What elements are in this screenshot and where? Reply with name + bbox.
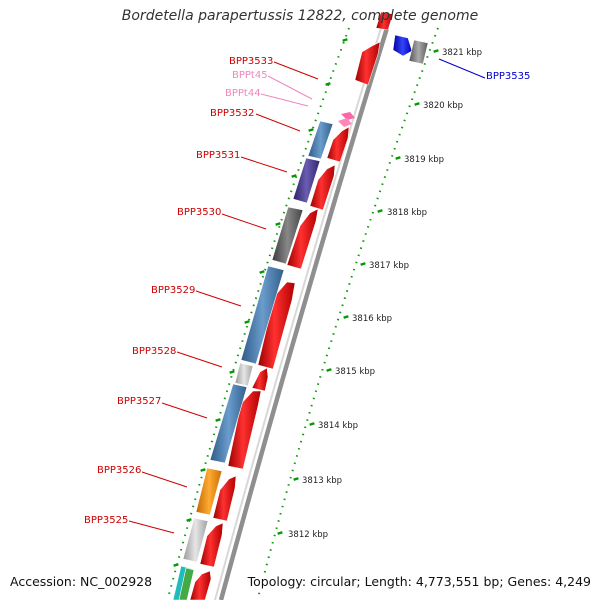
block-dark-3530 bbox=[271, 206, 304, 265]
leader-bpp3525 bbox=[128, 520, 175, 534]
gene-bpp3526[interactable] bbox=[212, 475, 237, 522]
ruler-tick bbox=[343, 315, 349, 319]
leader-bpp3530 bbox=[221, 213, 267, 230]
label-bpp3535[interactable]: BPP3535 bbox=[486, 71, 530, 82]
gene-top-fragment[interactable] bbox=[375, 11, 394, 31]
leader-bpp3532 bbox=[255, 113, 301, 132]
leader-bpp3531 bbox=[240, 156, 288, 173]
kbp-label: 3821 kbp bbox=[442, 48, 482, 58]
inner-track-tick bbox=[229, 370, 235, 374]
label-bpp3527[interactable]: BPP3527 bbox=[117, 396, 161, 407]
ruler-tick bbox=[360, 262, 366, 266]
genome-backbone bbox=[218, 27, 390, 600]
kbp-label: 3817 kbp bbox=[369, 261, 409, 271]
inner-track-tick bbox=[244, 320, 250, 324]
inner-track-tick bbox=[325, 82, 331, 86]
inner-track-tick bbox=[308, 128, 314, 132]
trna-marks bbox=[338, 112, 355, 127]
gene-bpp3528[interactable] bbox=[251, 367, 269, 392]
ruler-ticks bbox=[173, 38, 439, 567]
gene-labels: BPP3533 BPPt45 BPPt44 BPP3532 BPP3531 BP… bbox=[84, 56, 530, 526]
accession-label: Accession: NC_002928 bbox=[9, 574, 154, 589]
inner-track-tick bbox=[186, 518, 192, 522]
kbp-label: 3812 kbp bbox=[288, 530, 328, 540]
label-bpp3530[interactable]: BPP3530 bbox=[177, 207, 221, 218]
forward-genes bbox=[189, 11, 394, 600]
inner-track-tick bbox=[275, 222, 281, 226]
block-steel-3527 bbox=[209, 383, 248, 464]
ruler-tick bbox=[414, 102, 420, 106]
leader-bpp3533 bbox=[273, 61, 319, 80]
label-bpp3525[interactable]: BPP3525 bbox=[84, 515, 128, 526]
block-steel-3532 bbox=[307, 120, 334, 160]
ruler-tick bbox=[277, 531, 283, 535]
leader-lines bbox=[128, 58, 486, 534]
kbp-label: 3815 kbp bbox=[335, 367, 375, 377]
leader-bppt45 bbox=[267, 75, 313, 100]
label-bppt44[interactable]: BPPt44 bbox=[225, 88, 261, 99]
kbp-label: 3820 kbp bbox=[423, 101, 463, 111]
topology-summary: Topology: circular; Length: 4,773,551 bp… bbox=[246, 574, 592, 589]
reverse-genes bbox=[392, 34, 429, 65]
label-bpp3532[interactable]: BPP3532 bbox=[210, 108, 254, 119]
inner-track-tick bbox=[215, 418, 221, 422]
gene-bottom-fragment[interactable] bbox=[189, 570, 212, 600]
genome-backbone-inner bbox=[214, 27, 382, 600]
inner-track-tick bbox=[200, 468, 206, 472]
trna-bppt44[interactable] bbox=[338, 118, 352, 127]
label-bpp3533[interactable]: BPP3533 bbox=[229, 56, 273, 67]
block-green bbox=[178, 567, 195, 600]
inner-track-tick bbox=[291, 174, 297, 178]
kbp-label: 3819 kbp bbox=[404, 155, 444, 165]
ruler-tick bbox=[326, 368, 332, 372]
ruler-tick bbox=[377, 209, 383, 213]
ruler-tick bbox=[433, 49, 439, 53]
category-track bbox=[172, 120, 334, 600]
leader-bpp3526 bbox=[141, 471, 188, 488]
kbp-label: 3814 kbp bbox=[318, 421, 358, 431]
kbp-label: 3813 kbp bbox=[302, 476, 342, 486]
label-bpp3529[interactable]: BPP3529 bbox=[151, 285, 195, 296]
label-bpp3531[interactable]: BPP3531 bbox=[196, 150, 240, 161]
block-gray-3535 bbox=[408, 39, 429, 65]
inner-track-tick bbox=[173, 563, 179, 567]
map-title: Bordetella parapertussis 12822, complete… bbox=[121, 8, 479, 24]
gene-bpp3525[interactable] bbox=[199, 522, 224, 568]
kbp-label: 3816 kbp bbox=[352, 314, 392, 324]
leader-bpp3528 bbox=[176, 351, 223, 368]
gene-bpp3535[interactable] bbox=[392, 34, 413, 57]
gene-bpp3531[interactable] bbox=[309, 164, 336, 211]
label-bppt45[interactable]: BPPt45 bbox=[232, 70, 268, 81]
ruler-labels: 3812 kbp 3813 kbp 3814 kbp 3815 kbp 3816… bbox=[288, 48, 482, 540]
gene-bpp3532[interactable] bbox=[326, 126, 350, 163]
trna-bppt45[interactable] bbox=[341, 112, 355, 120]
gene-bpp3530[interactable] bbox=[286, 208, 319, 270]
block-steel-3529 bbox=[240, 265, 285, 365]
kbp-label: 3818 kbp bbox=[387, 208, 427, 218]
leader-bpp3529 bbox=[195, 290, 242, 307]
ruler-tick bbox=[293, 477, 299, 481]
inner-track-tick bbox=[342, 38, 348, 42]
block-purple-3531 bbox=[292, 157, 321, 204]
ruler-tick bbox=[309, 422, 315, 426]
gene-bpp3533[interactable] bbox=[354, 41, 381, 86]
inner-track-tick bbox=[259, 270, 265, 274]
leader-bppt44 bbox=[260, 93, 309, 107]
label-bpp3528[interactable]: BPP3528 bbox=[132, 346, 176, 357]
ruler-tick bbox=[395, 156, 401, 160]
leader-bpp3527 bbox=[161, 402, 208, 419]
block-orange-3526 bbox=[195, 467, 223, 516]
label-bpp3526[interactable]: BPP3526 bbox=[97, 465, 141, 476]
block-light-3525 bbox=[182, 517, 209, 563]
leader-bpp3535 bbox=[438, 58, 486, 79]
block-light-3528 bbox=[234, 362, 254, 387]
